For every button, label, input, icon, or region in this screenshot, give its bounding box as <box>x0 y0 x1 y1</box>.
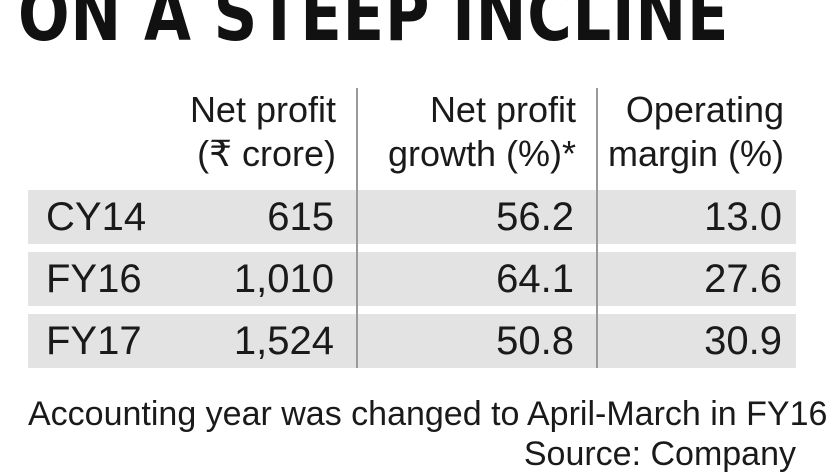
net-profit-cell: 1,524 <box>233 319 334 363</box>
column-divider <box>596 88 598 368</box>
column-divider <box>356 88 358 368</box>
column-header-line: growth (%)* <box>387 133 576 174</box>
net-profit-cell: 615 <box>267 195 334 239</box>
column-header-line: (₹ crore) <box>197 133 336 174</box>
row-label: FY17 <box>46 319 142 363</box>
margin-cell: 27.6 <box>704 257 782 301</box>
footnote: Accounting year was changed to April-Mar… <box>28 395 826 433</box>
row-label: FY16 <box>46 257 142 301</box>
column-header-line: Net profit <box>189 89 336 130</box>
growth-cell: 50.8 <box>496 319 574 363</box>
table-row: FY17 1,524 50.8 30.9 <box>28 314 796 368</box>
table-row: CY14 615 56.2 13.0 <box>28 190 796 244</box>
headline: ON A STEEP INCLINE <box>18 0 730 58</box>
margin-cell: 30.9 <box>704 319 782 363</box>
column-header-net-profit-growth: Net profit growth (%)* <box>388 88 576 176</box>
column-header-line: margin (%) <box>607 133 784 174</box>
column-header-line: Operating <box>625 89 784 130</box>
margin-cell: 13.0 <box>704 195 782 239</box>
source-credit: Source: Company <box>523 435 796 473</box>
growth-cell: 64.1 <box>496 257 574 301</box>
row-label: CY14 <box>46 195 147 239</box>
column-header-net-profit: Net profit (₹ crore) <box>190 88 336 176</box>
growth-cell: 56.2 <box>496 195 574 239</box>
column-header-line: Net profit <box>429 89 576 130</box>
net-profit-cell: 1,010 <box>233 257 334 301</box>
column-header-operating-margin: Operating margin (%) <box>608 88 784 176</box>
table-row: FY16 1,010 64.1 27.6 <box>28 252 796 306</box>
